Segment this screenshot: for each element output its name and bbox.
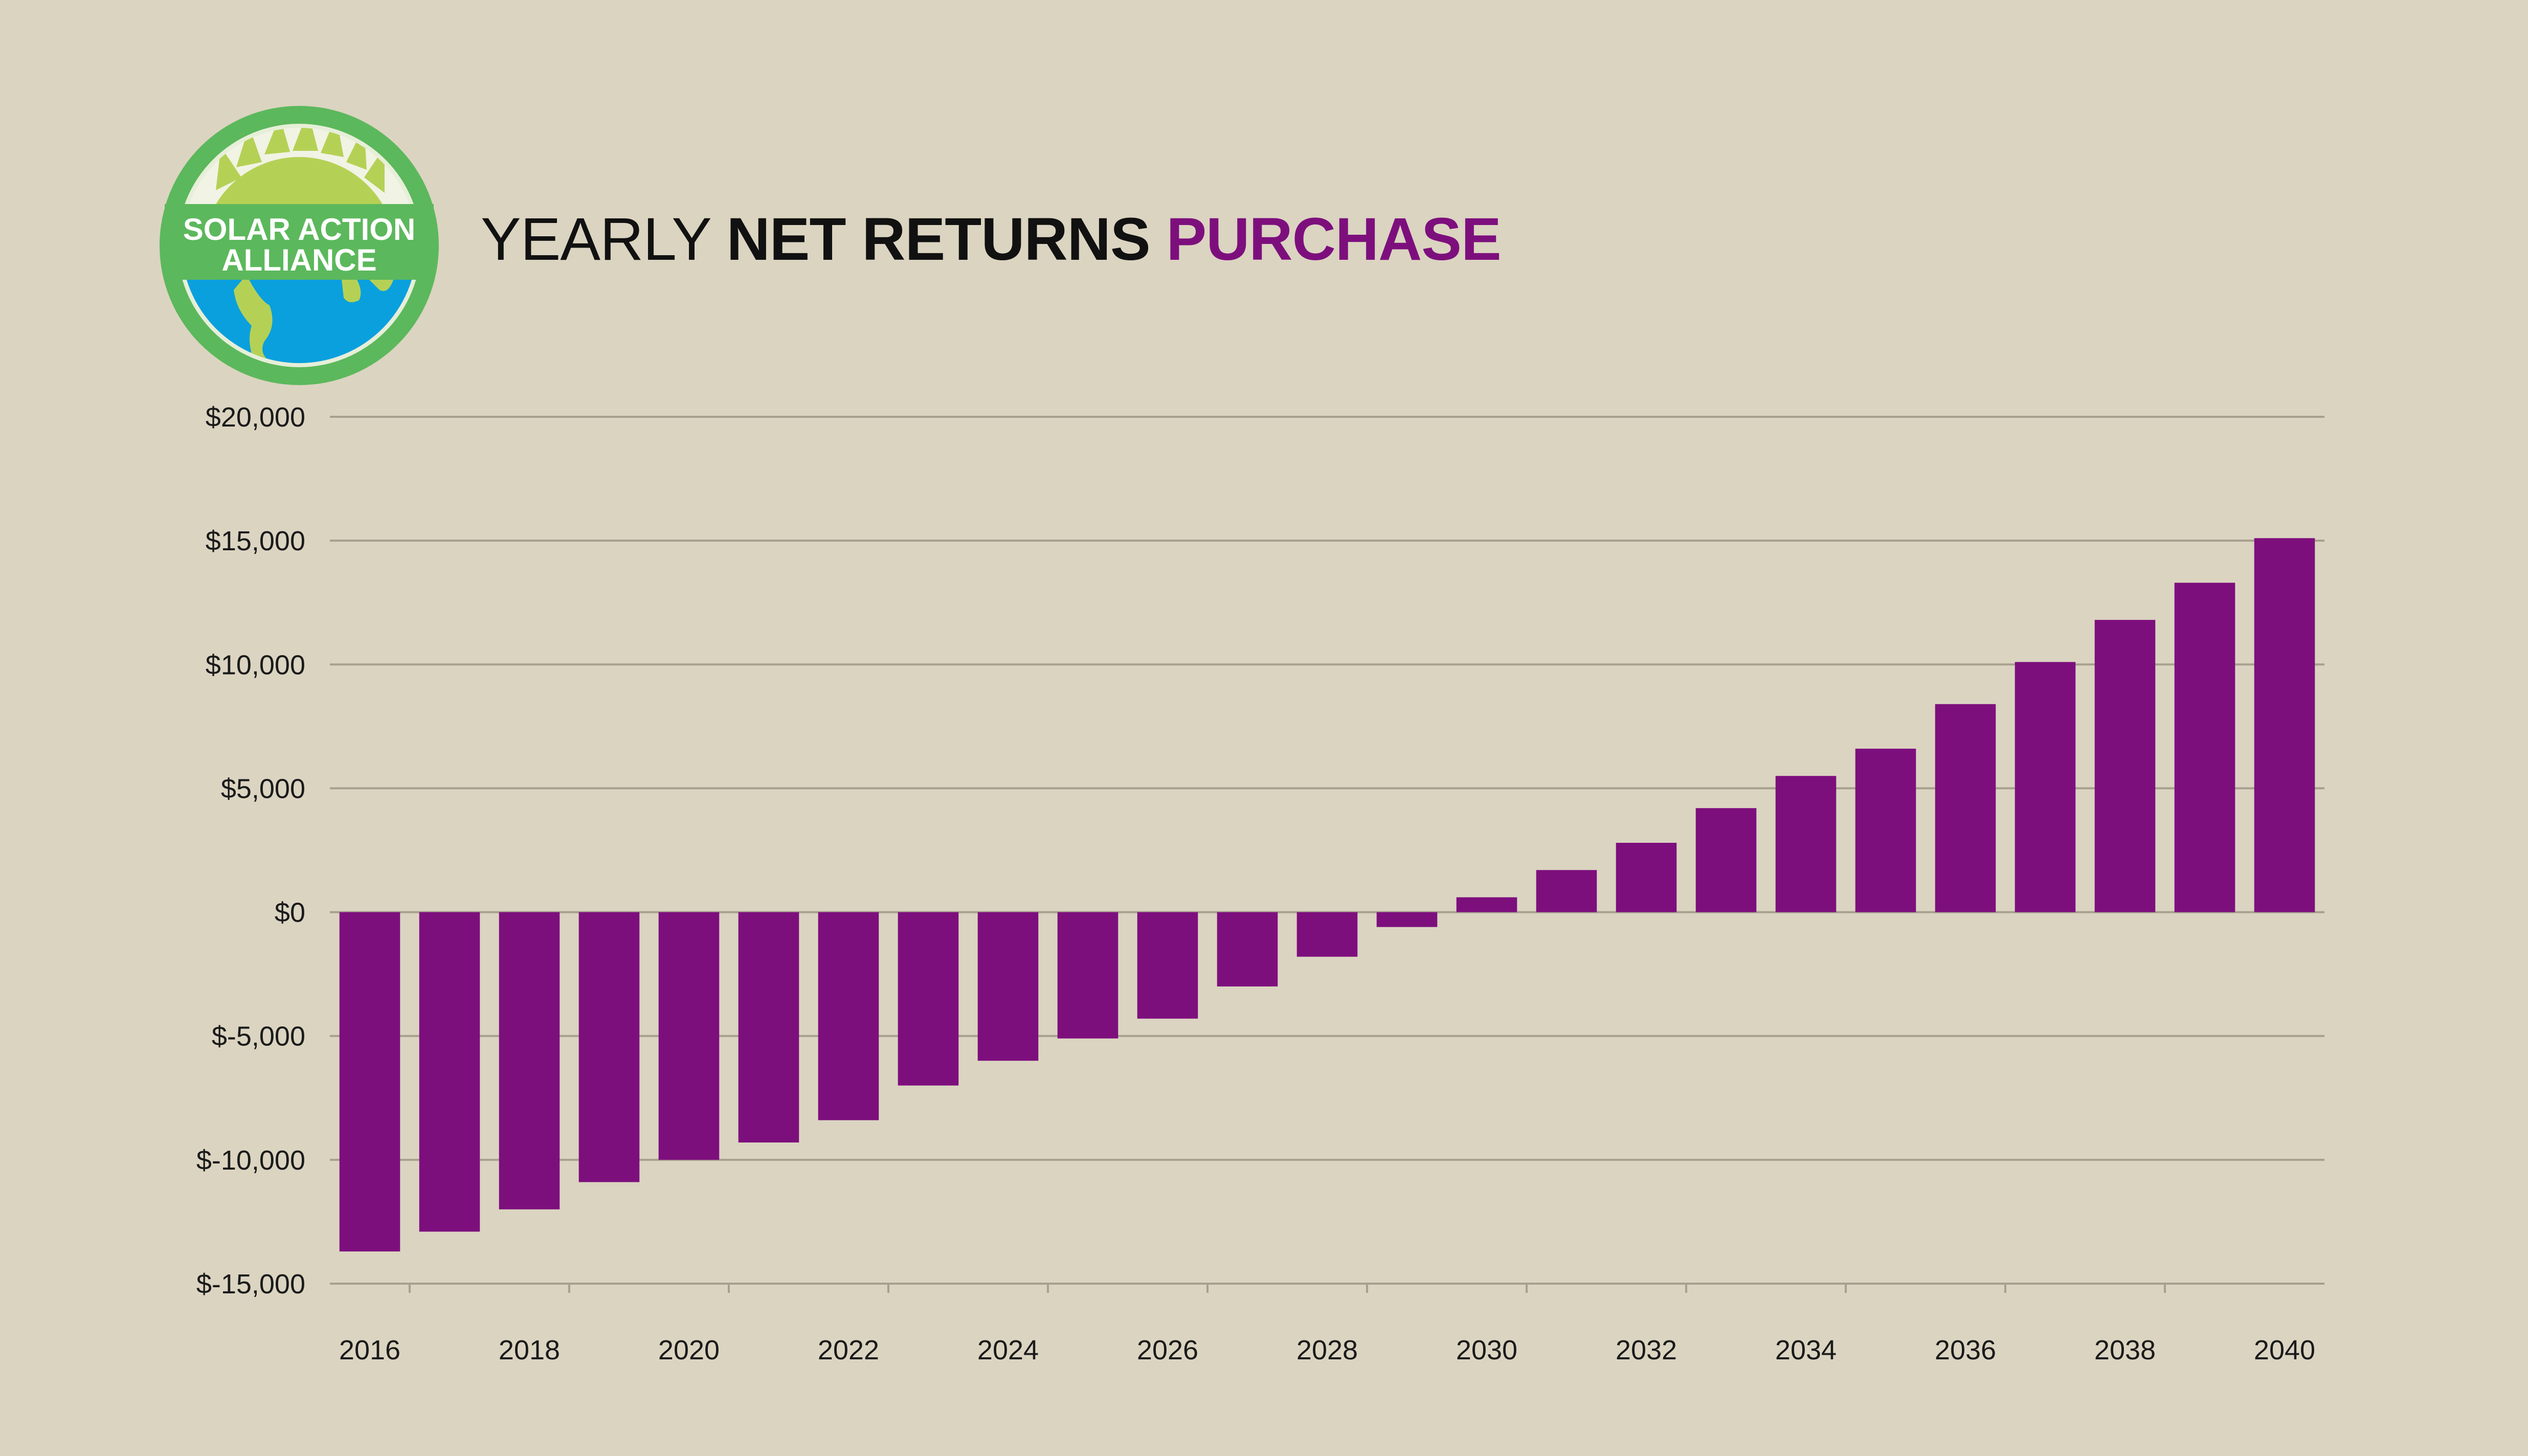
y-tick-label: $15,000 [206, 526, 305, 556]
y-tick-label: $-10,000 [196, 1145, 305, 1176]
bar-2034 [1775, 776, 1837, 912]
solar-action-alliance-logo: SOLAR ACTION ALLIANCE [160, 106, 439, 385]
y-tick-label: $0 [275, 898, 305, 928]
bar-2024 [977, 912, 1039, 1061]
bar-2040 [2254, 538, 2315, 912]
x-tick-label: 2036 [1935, 1335, 1996, 1365]
x-tick-label: 2022 [818, 1335, 879, 1365]
title-part-purchase: PURCHASE [1166, 206, 1502, 273]
x-tick-label: 2018 [499, 1335, 560, 1365]
y-tick-label: $-15,000 [196, 1269, 305, 1300]
x-tick-label: 2030 [1456, 1335, 1517, 1365]
bar-2031 [1536, 870, 1597, 912]
x-tick-label: 2026 [1137, 1335, 1198, 1365]
bar-2025 [1057, 912, 1118, 1039]
y-tick-label: $-5,000 [212, 1021, 305, 1052]
y-tick-label: $10,000 [206, 649, 305, 680]
bar-2027 [1217, 912, 1278, 987]
x-tick-label: 2032 [1616, 1335, 1677, 1365]
y-tick-label: $20,000 [206, 402, 305, 433]
bar-2032 [1616, 842, 1677, 912]
bars [339, 538, 2315, 1252]
logo-line1: SOLAR ACTION [183, 212, 415, 247]
bar-2026 [1137, 912, 1198, 1019]
logo-line2: ALLIANCE [221, 243, 376, 277]
bar-2022 [818, 912, 879, 1121]
x-tick-label: 2028 [1296, 1335, 1358, 1365]
bar-2017 [419, 912, 480, 1232]
bar-2030 [1456, 897, 1517, 912]
x-axis [409, 1284, 2166, 1293]
y-tick-labels: $20,000 $15,000 $10,000 $5,000 $0 $-5,000 $-10… [196, 402, 305, 1300]
bar-2021 [738, 912, 799, 1143]
x-tick-label: 2034 [1775, 1335, 1837, 1365]
title-part-net-returns: NET RETURNS [726, 206, 1151, 273]
bar-2019 [578, 912, 640, 1182]
bar-2020 [658, 912, 720, 1160]
bar-2036 [1935, 704, 1996, 912]
bar-2038 [2094, 620, 2156, 912]
bar-2028 [1296, 912, 1358, 957]
x-tick-label: 2020 [658, 1335, 720, 1365]
x-tick-label: 2016 [339, 1335, 400, 1365]
bar-2037 [2015, 662, 2076, 912]
bar-2016 [339, 912, 400, 1252]
x-tick-labels: 2016 2018 2020 2022 2024 2026 2028 2030 2032 2034… [339, 1335, 2315, 1365]
bar-2035 [1855, 748, 1916, 912]
x-tick-label: 2040 [2254, 1335, 2315, 1365]
bar-2033 [1695, 808, 1757, 912]
title-part-yearly: YEARLY [481, 206, 711, 273]
x-tick-label: 2024 [977, 1335, 1039, 1365]
bar-2029 [1376, 912, 1438, 927]
bar-2023 [898, 912, 959, 1086]
logo-banner [165, 204, 434, 280]
x-tick-label: 2038 [2094, 1335, 2156, 1365]
bar-2039 [2174, 583, 2235, 912]
y-tick-label: $5,000 [221, 773, 305, 804]
bar-2018 [499, 912, 560, 1209]
chart-title: YEARLY NET RETURNS PURCHASE [481, 198, 1502, 280]
